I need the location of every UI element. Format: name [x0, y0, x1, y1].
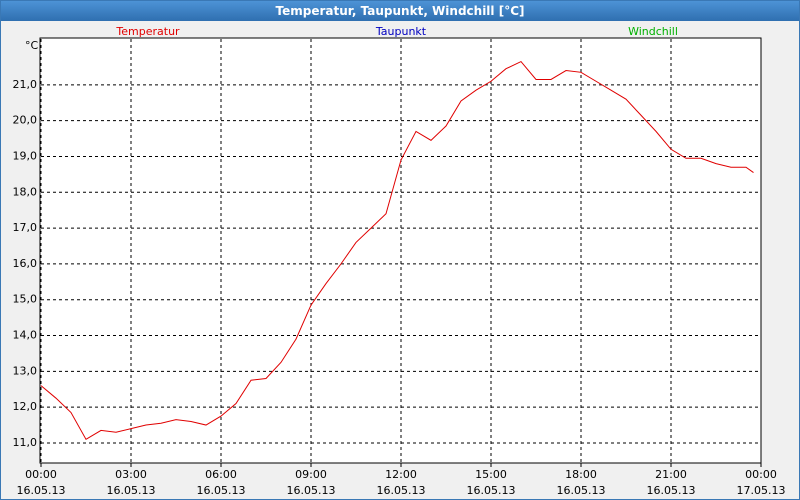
y-tick-label: 13,0 [13, 364, 38, 377]
y-tick-label: 12,0 [13, 400, 38, 413]
window-title: Temperatur, Taupunkt, Windchill [°C] [1, 1, 799, 21]
y-tick-label: 11,0 [13, 436, 38, 449]
x-tick-label: 12:00 16.05.13 [376, 468, 426, 497]
y-tick-label: 20,0 [13, 114, 38, 127]
y-tick-label: 17,0 [13, 221, 38, 234]
data-line [40, 60, 754, 441]
y-tick-label: 16,0 [13, 257, 38, 270]
x-tick-label: 21:00 16.05.13 [646, 468, 696, 497]
x-tick-label: 09:00 16.05.13 [286, 468, 336, 497]
x-tick-label: 03:00 16.05.13 [106, 468, 156, 497]
y-tick-label: 15,0 [13, 293, 38, 306]
y-tick-label: 19,0 [13, 149, 38, 162]
y-tick-label: 14,0 [13, 329, 38, 342]
x-tick-label: 00:00 17.05.13 [736, 468, 786, 497]
x-tick-label: 15:00 16.05.13 [466, 468, 516, 497]
x-tick-label: 00:00 16.05.13 [16, 468, 66, 497]
y-tick-label: 21,0 [13, 78, 38, 91]
x-tick-label: 06:00 16.05.13 [196, 468, 246, 497]
y-tick-label: 18,0 [13, 185, 38, 198]
legend-entry: Taupunkt [375, 25, 427, 38]
x-tick-label: 18:00 16.05.13 [556, 468, 606, 497]
legend-entry: Temperatur [115, 25, 180, 38]
legend-entry: Windchill [628, 25, 678, 38]
y-unit: °C [25, 39, 39, 52]
